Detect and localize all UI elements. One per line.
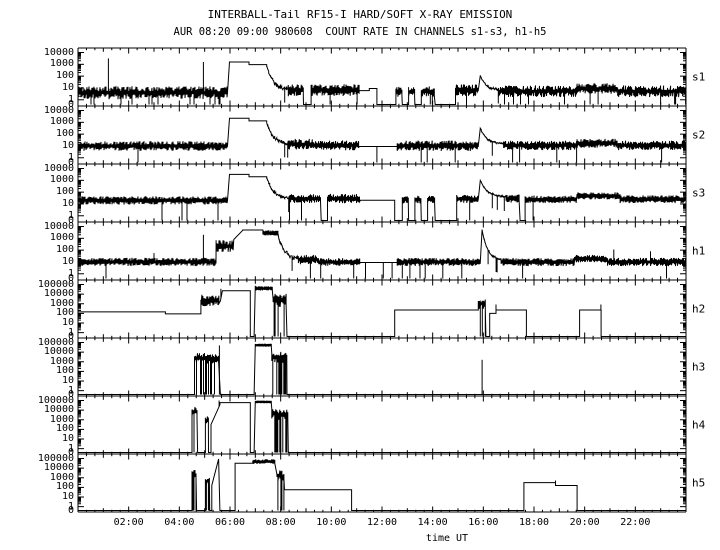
panel-h5 <box>77 453 687 513</box>
ytick-label-h1: 0 <box>67 272 74 284</box>
ytick-label-h1: 10 <box>61 255 74 267</box>
xtick-label-02:00: 02:00 <box>113 517 144 528</box>
xtick-label-06:00: 06:00 <box>214 517 246 528</box>
panel-s2 <box>77 105 687 165</box>
ytick-label-h2: 1 <box>67 326 74 338</box>
ytick-label-s1: 1 <box>67 93 74 105</box>
ytick-label-h4: 10000 <box>43 404 74 416</box>
xtick-label-08:00: 08:00 <box>265 517 296 528</box>
panel-label-h3: h3 <box>692 360 706 374</box>
ytick-label-h4: 0 <box>67 446 74 458</box>
ytick-label-h3: 1000 <box>49 355 74 367</box>
ytick-label-s3: 10000 <box>43 162 74 174</box>
ytick-label-s3: 100 <box>55 186 74 198</box>
ytick-label-s1: 10000 <box>43 46 74 58</box>
ytick-label-h2: 1000 <box>49 297 74 309</box>
panel-h4 <box>77 395 687 455</box>
panel-s1 <box>77 47 687 107</box>
panel-label-s3: s3 <box>692 186 706 200</box>
ytick-label-h5: 100 <box>55 481 74 493</box>
xtick-label-12:00: 12:00 <box>366 517 398 528</box>
panel-label-h5: h5 <box>692 476 706 490</box>
panel-s3 <box>77 163 687 223</box>
trace-h2 <box>78 285 686 337</box>
xtick-label-22:00: 22:00 <box>620 517 651 528</box>
ytick-label-h5: 10 <box>61 491 74 503</box>
ytick-label-h4: 1000 <box>49 413 74 425</box>
xtick-label-14:00: 14:00 <box>417 517 448 528</box>
ytick-label-h5: 10000 <box>43 462 74 474</box>
ytick-label-s3: 10 <box>61 197 74 209</box>
trace-h3 <box>78 343 686 395</box>
chart-title: INTERBALL-Tail RF15-I HARD/SOFT X-RAY EM… <box>207 8 513 21</box>
panel-label-s1: s1 <box>692 70 706 84</box>
xtick-label-20:00: 20:00 <box>569 517 600 528</box>
ytick-label-h2: 10000 <box>43 288 74 300</box>
ytick-label-s3: 0 <box>67 214 74 226</box>
xtick-label-18:00: 18:00 <box>518 517 550 528</box>
panel-label-h1: h1 <box>692 244 706 258</box>
ytick-label-s2: 10000 <box>43 104 74 116</box>
trace-h4 <box>78 400 686 453</box>
panel-h1 <box>77 221 687 281</box>
trace-s2 <box>77 117 687 163</box>
ytick-label-s3: 1000 <box>49 174 74 186</box>
ytick-label-h1: 1000 <box>49 232 74 244</box>
ytick-label-h5: 0 <box>67 504 74 516</box>
ytick-label-s2: 0 <box>67 156 74 168</box>
xtick-label-10:00: 10:00 <box>316 517 347 528</box>
trace-s3 <box>77 173 686 221</box>
ytick-label-s1: 0 <box>67 98 74 110</box>
ytick-label-h5: 1 <box>67 500 74 512</box>
ytick-label-h1: 1 <box>67 267 74 279</box>
ytick-label-h1: 10000 <box>43 220 74 232</box>
panel-h2 <box>77 279 687 339</box>
trace-s1 <box>77 61 687 105</box>
ytick-label-h5: 100000 <box>37 452 74 464</box>
xtick-label-16:00: 16:00 <box>468 517 499 528</box>
ytick-label-h3: 10 <box>61 375 74 387</box>
ytick-label-h4: 1 <box>67 442 74 454</box>
panel-label-h4: h4 <box>692 418 706 432</box>
panel-label-s2: s2 <box>692 128 706 142</box>
trace-h5 <box>78 458 686 511</box>
ytick-label-h4: 100000 <box>37 394 74 406</box>
ytick-label-h3: 0 <box>67 388 74 400</box>
ytick-label-h3: 1 <box>67 384 74 396</box>
trace-h1 <box>77 229 686 279</box>
ytick-label-s1: 1000 <box>49 58 74 70</box>
ytick-label-s2: 10 <box>61 139 74 151</box>
chart-subtitle: AUR 08:20 09:00 980608 COUNT RATE IN CHA… <box>173 26 547 38</box>
ytick-label-s1: 100 <box>55 70 74 82</box>
ytick-label-h1: 100 <box>55 244 74 256</box>
ytick-label-s2: 1000 <box>49 116 74 128</box>
xtick-label-04:00: 04:00 <box>164 517 195 528</box>
ytick-label-s2: 1 <box>67 151 74 163</box>
ytick-label-h3: 10000 <box>43 346 74 358</box>
ytick-label-h2: 100000 <box>37 278 74 290</box>
ytick-label-h2: 0 <box>67 330 74 342</box>
ytick-label-s2: 100 <box>55 128 74 140</box>
ytick-label-h3: 100 <box>55 365 74 377</box>
ytick-label-h2: 10 <box>61 317 74 329</box>
panel-h3 <box>77 337 687 397</box>
ytick-label-h2: 100 <box>55 307 74 319</box>
x-axis-title: time UT <box>425 533 469 544</box>
ytick-label-h4: 10 <box>61 433 74 445</box>
ytick-label-s3: 1 <box>67 209 74 221</box>
ytick-label-s1: 10 <box>61 81 74 93</box>
panel-label-h2: h2 <box>692 302 706 316</box>
ytick-label-h3: 100000 <box>37 336 74 348</box>
ytick-label-h4: 100 <box>55 423 74 435</box>
ytick-label-h5: 1000 <box>49 471 74 483</box>
